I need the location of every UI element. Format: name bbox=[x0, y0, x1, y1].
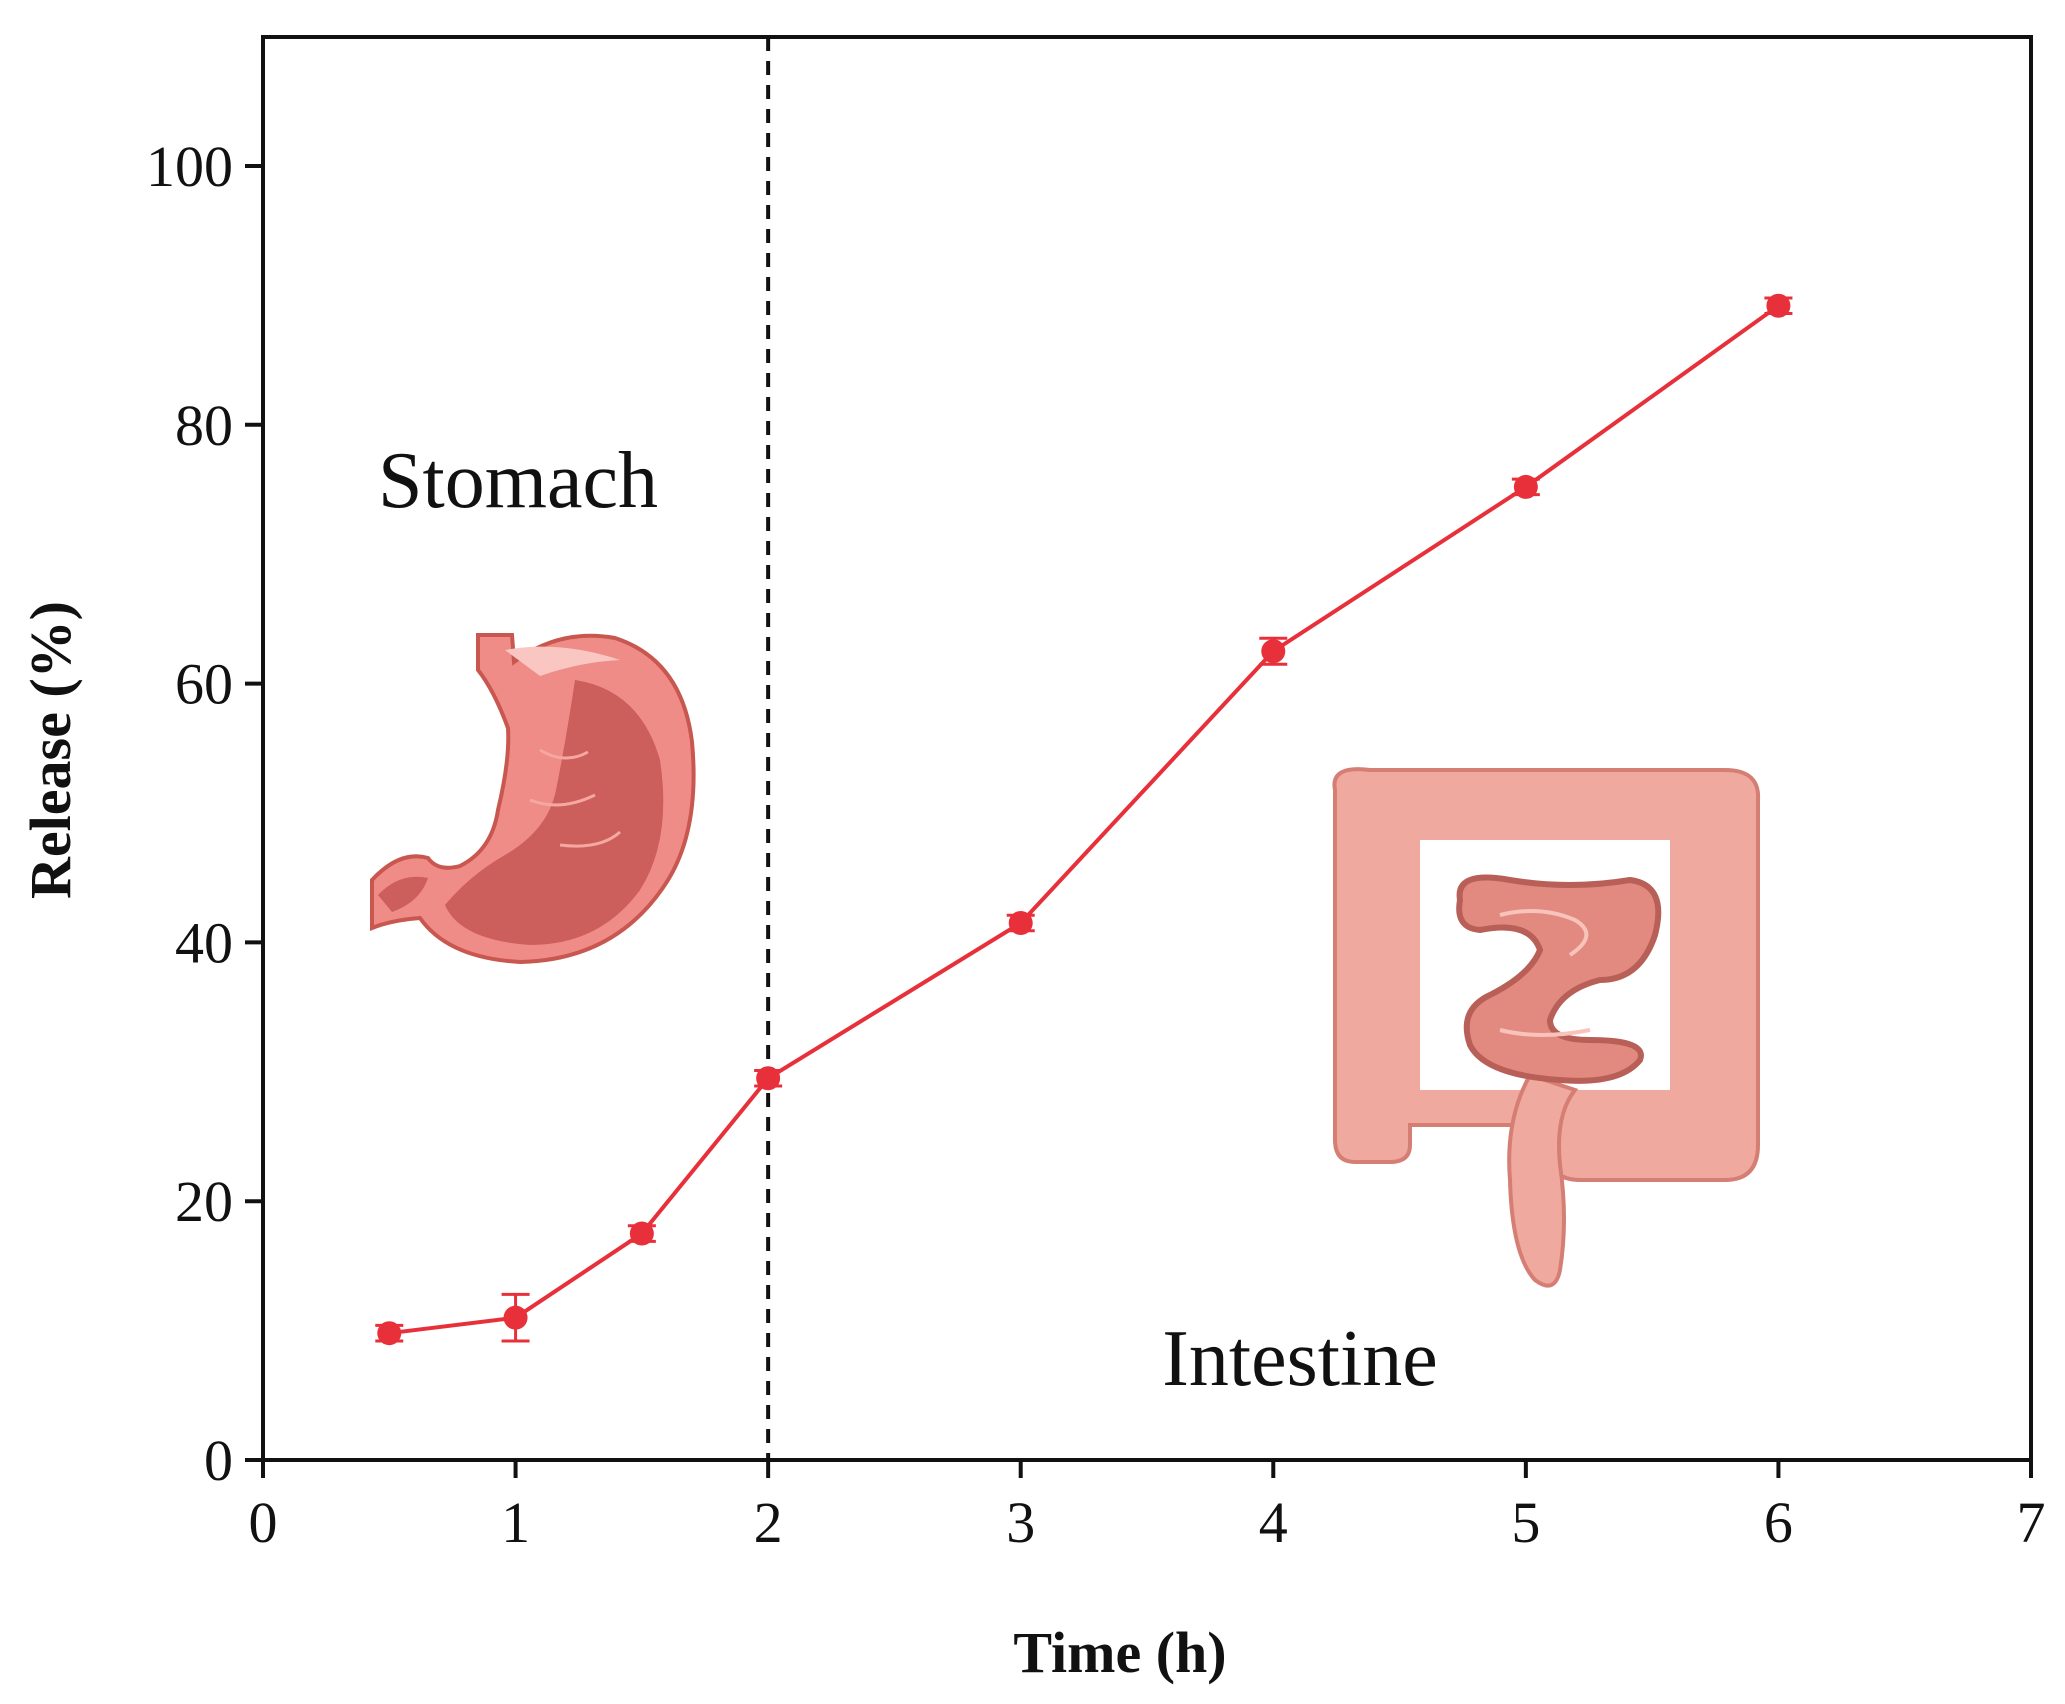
y-axis: 0 20 40 60 80 100 bbox=[146, 134, 263, 1493]
y-tick-label: 100 bbox=[146, 134, 233, 199]
data-point bbox=[503, 1305, 528, 1330]
x-tick-label: 0 bbox=[249, 1490, 278, 1555]
data-point bbox=[1766, 293, 1791, 318]
x-tick-label: 5 bbox=[1511, 1490, 1540, 1555]
x-tick-label: 3 bbox=[1006, 1490, 1035, 1555]
x-tick-label: 2 bbox=[754, 1490, 783, 1555]
stomach-illustration bbox=[370, 633, 696, 965]
data-point bbox=[1261, 639, 1286, 664]
data-point bbox=[377, 1321, 402, 1346]
x-tick-label: 6 bbox=[1764, 1490, 1793, 1555]
x-axis: 0 1 2 3 4 5 6 7 bbox=[249, 1460, 2046, 1555]
y-tick-label: 80 bbox=[175, 393, 233, 458]
data-point bbox=[756, 1066, 781, 1091]
x-axis-title: Time (h) bbox=[1013, 1620, 1226, 1685]
data-point bbox=[629, 1221, 654, 1246]
x-tick-label: 7 bbox=[2017, 1490, 2046, 1555]
stomach-label: Stomach bbox=[378, 437, 658, 525]
plot-frame bbox=[261, 35, 2033, 1462]
data-point bbox=[1008, 910, 1033, 935]
x-tick-label: 4 bbox=[1259, 1490, 1288, 1555]
y-tick-label: 60 bbox=[175, 652, 233, 717]
intestine-illustration bbox=[1332, 767, 1761, 1288]
y-tick-label: 40 bbox=[175, 910, 233, 975]
y-axis-title: Release (%) bbox=[18, 601, 83, 899]
x-tick-label: 1 bbox=[501, 1490, 530, 1555]
y-tick-label: 0 bbox=[204, 1428, 233, 1493]
data-point bbox=[1513, 474, 1538, 499]
intestine-label: Intestine bbox=[1162, 1315, 1437, 1403]
y-tick-label: 20 bbox=[175, 1169, 233, 1234]
series-line bbox=[389, 304, 1780, 1336]
release-series bbox=[375, 293, 1793, 1346]
